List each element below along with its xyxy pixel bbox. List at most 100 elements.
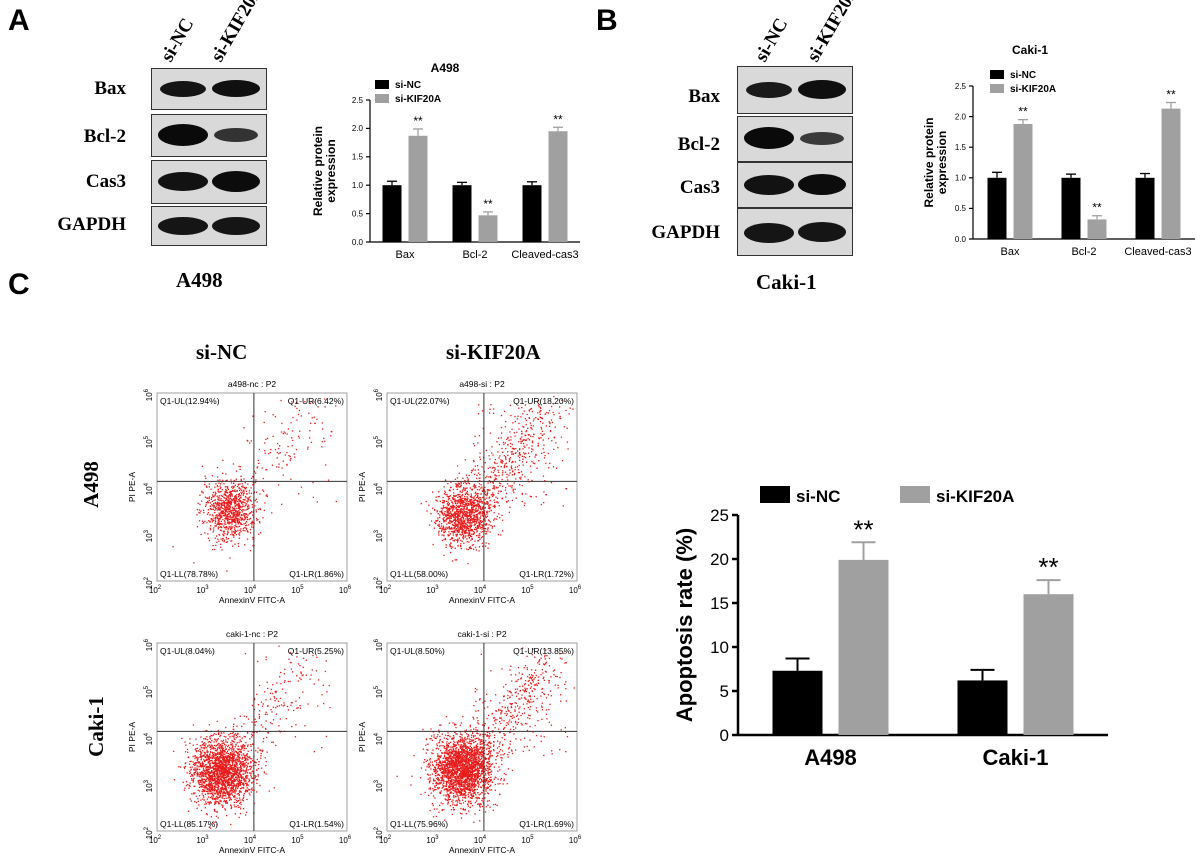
quadrant-ll-label: Q1-LL(85.17%) xyxy=(160,819,218,829)
y-tick-label: 103 xyxy=(144,779,154,792)
quadrant-ll-label: Q1-LL(58.00%) xyxy=(390,569,448,579)
y-tick-label: 20 xyxy=(710,550,729,569)
y-tick-label: 1.5 xyxy=(955,143,967,152)
legend-label: si-KIF20A xyxy=(395,94,441,105)
row-label-gapdh-b: GAPDH xyxy=(651,222,720,243)
bar-si-nc xyxy=(1061,177,1081,239)
quadrant-ll-label: Q1-LL(78.78%) xyxy=(160,569,218,579)
legend-label: si-KIF20A xyxy=(936,487,1014,506)
x-tick-label: 104 xyxy=(474,835,487,845)
quadrant-ul-label: Q1-UL(22.07%) xyxy=(390,396,450,406)
band xyxy=(212,80,260,97)
y-tick-label: 2.0 xyxy=(352,124,364,133)
quadrant-ul-label: Q1-UL(8.50%) xyxy=(390,646,445,656)
flow-row-label-caki1: Caki-1 xyxy=(83,696,108,757)
chart-title: Caki-1 xyxy=(1012,43,1048,57)
band xyxy=(744,223,794,243)
quadrant-ul-label: Q1-UL(12.94%) xyxy=(160,396,220,406)
lane-label-si-kif20a-a: si-KIF20A xyxy=(206,0,268,66)
y-tick-label: 103 xyxy=(374,779,384,792)
x-axis-label: AnnexinV FITC-A xyxy=(449,595,515,605)
y-tick-label: 105 xyxy=(374,435,384,448)
quadrant-lr-label: Q1-LR(1.86%) xyxy=(289,569,344,579)
quadrant-ll-label: Q1-LL(75.96%) xyxy=(390,819,448,829)
bar-si-kif20a xyxy=(1013,123,1033,239)
flow-row-label-a498: A498 xyxy=(78,461,103,508)
legend-label: si-NC xyxy=(395,80,421,91)
bar-si-nc xyxy=(522,185,542,242)
flow-plot-a498-si: a498-si : P2 Q1-UL(22.07%) Q1-UR(18.20%) Q1… xyxy=(357,379,582,605)
row-label-cas3-a: Cas3 xyxy=(85,171,126,192)
significance-label: ** xyxy=(1038,552,1058,582)
y-tick-label: 102 xyxy=(374,826,384,839)
y-tick-label: 2.5 xyxy=(352,96,364,105)
plot-frame xyxy=(156,392,348,582)
bar-si-nc xyxy=(452,185,472,242)
y-tick-label: 106 xyxy=(144,638,154,651)
blot-strip-cas3-a xyxy=(151,160,267,204)
bar-si-kif20a xyxy=(1161,108,1181,239)
y-tick-label: 106 xyxy=(374,638,384,651)
panel-letter-b: B xyxy=(596,4,618,37)
x-tick-label: Cleaved-cas3 xyxy=(511,249,578,261)
legend-label: si-NC xyxy=(1010,70,1036,81)
x-tick-label: 104 xyxy=(244,835,257,845)
y-tick-label: 2.5 xyxy=(955,82,967,91)
lane-label-si-nc-b: si-NC xyxy=(750,14,793,66)
event-dots xyxy=(420,395,574,565)
y-axis-label: Apoptosis rate (%) xyxy=(672,528,697,722)
band xyxy=(160,81,206,97)
band xyxy=(798,80,846,99)
bar-chart-apoptosis-rate: 0 5 10 15 20 25 Apoptosis rate (%) ** A498 ** Caki… xyxy=(672,486,1108,770)
bar-si-nc xyxy=(772,670,823,735)
band xyxy=(746,82,792,98)
x-tick-label: Bcl-2 xyxy=(1071,246,1096,258)
legend-swatch xyxy=(375,80,389,89)
flow-plot-a498-nc: a498-nc : P2 Q1-UL(12.94%) Q1-UR(6.42%) Q1-… xyxy=(127,379,352,605)
quadrant-ur-label: Q1-UR(6.42%) xyxy=(288,396,344,406)
y-tick-label: 0.0 xyxy=(955,235,967,244)
lane-label-si-nc-a: si-NC xyxy=(156,14,199,66)
plot-frame xyxy=(386,642,578,832)
y-tick-label: 1.0 xyxy=(955,174,967,183)
legend-swatch xyxy=(760,486,790,503)
cell-line-label-b: Caki-1 xyxy=(756,270,817,294)
band xyxy=(798,174,846,195)
y-tick-label: 0.0 xyxy=(352,238,364,247)
row-label-bcl2-b: Bcl-2 xyxy=(677,134,720,155)
y-tick-label: 1.5 xyxy=(352,153,364,162)
y-tick-label: 105 xyxy=(144,685,154,698)
x-tick-label: 106 xyxy=(339,585,352,595)
x-tick-label: 103 xyxy=(426,835,439,845)
lane-label-si-kif20a-b: si-KIF20A xyxy=(802,0,864,66)
bar-si-nc xyxy=(382,185,402,242)
bar-si-kif20a xyxy=(1023,594,1074,735)
y-axis-label: PI PE-A xyxy=(357,472,367,503)
x-tick-label: 102 xyxy=(149,585,162,595)
band xyxy=(744,175,794,195)
bar-si-nc xyxy=(957,680,1008,735)
band xyxy=(744,127,794,149)
y-tick-label: 0.5 xyxy=(955,204,967,213)
row-label-bcl2-a: Bcl-2 xyxy=(83,126,126,147)
significance-label: ** xyxy=(853,514,873,544)
row-label-cas3-b: Cas3 xyxy=(679,177,720,198)
chart-title: A498 xyxy=(431,61,460,75)
band xyxy=(800,132,844,145)
event-dots xyxy=(173,645,331,829)
y-tick-label: 5 xyxy=(720,682,729,701)
x-tick-label: Cleaved-cas3 xyxy=(1124,246,1191,258)
blot-strip-cas3-b xyxy=(737,162,853,208)
blot-strip-gapdh-a xyxy=(151,206,267,246)
y-tick-label: 105 xyxy=(144,435,154,448)
y-tick-label: 104 xyxy=(144,482,154,495)
quadrant-ur-label: Q1-UR(13.85%) xyxy=(513,646,574,656)
quadrant-ur-label: Q1-UR(5.25%) xyxy=(288,646,344,656)
y-tick-label: 102 xyxy=(374,576,384,589)
event-dots xyxy=(172,398,337,572)
y-tick-label: 102 xyxy=(144,826,154,839)
panel-letter-a: A xyxy=(8,4,30,37)
y-tick-label: 103 xyxy=(374,529,384,542)
band xyxy=(212,171,260,192)
cell-line-label-a: A498 xyxy=(176,268,223,292)
